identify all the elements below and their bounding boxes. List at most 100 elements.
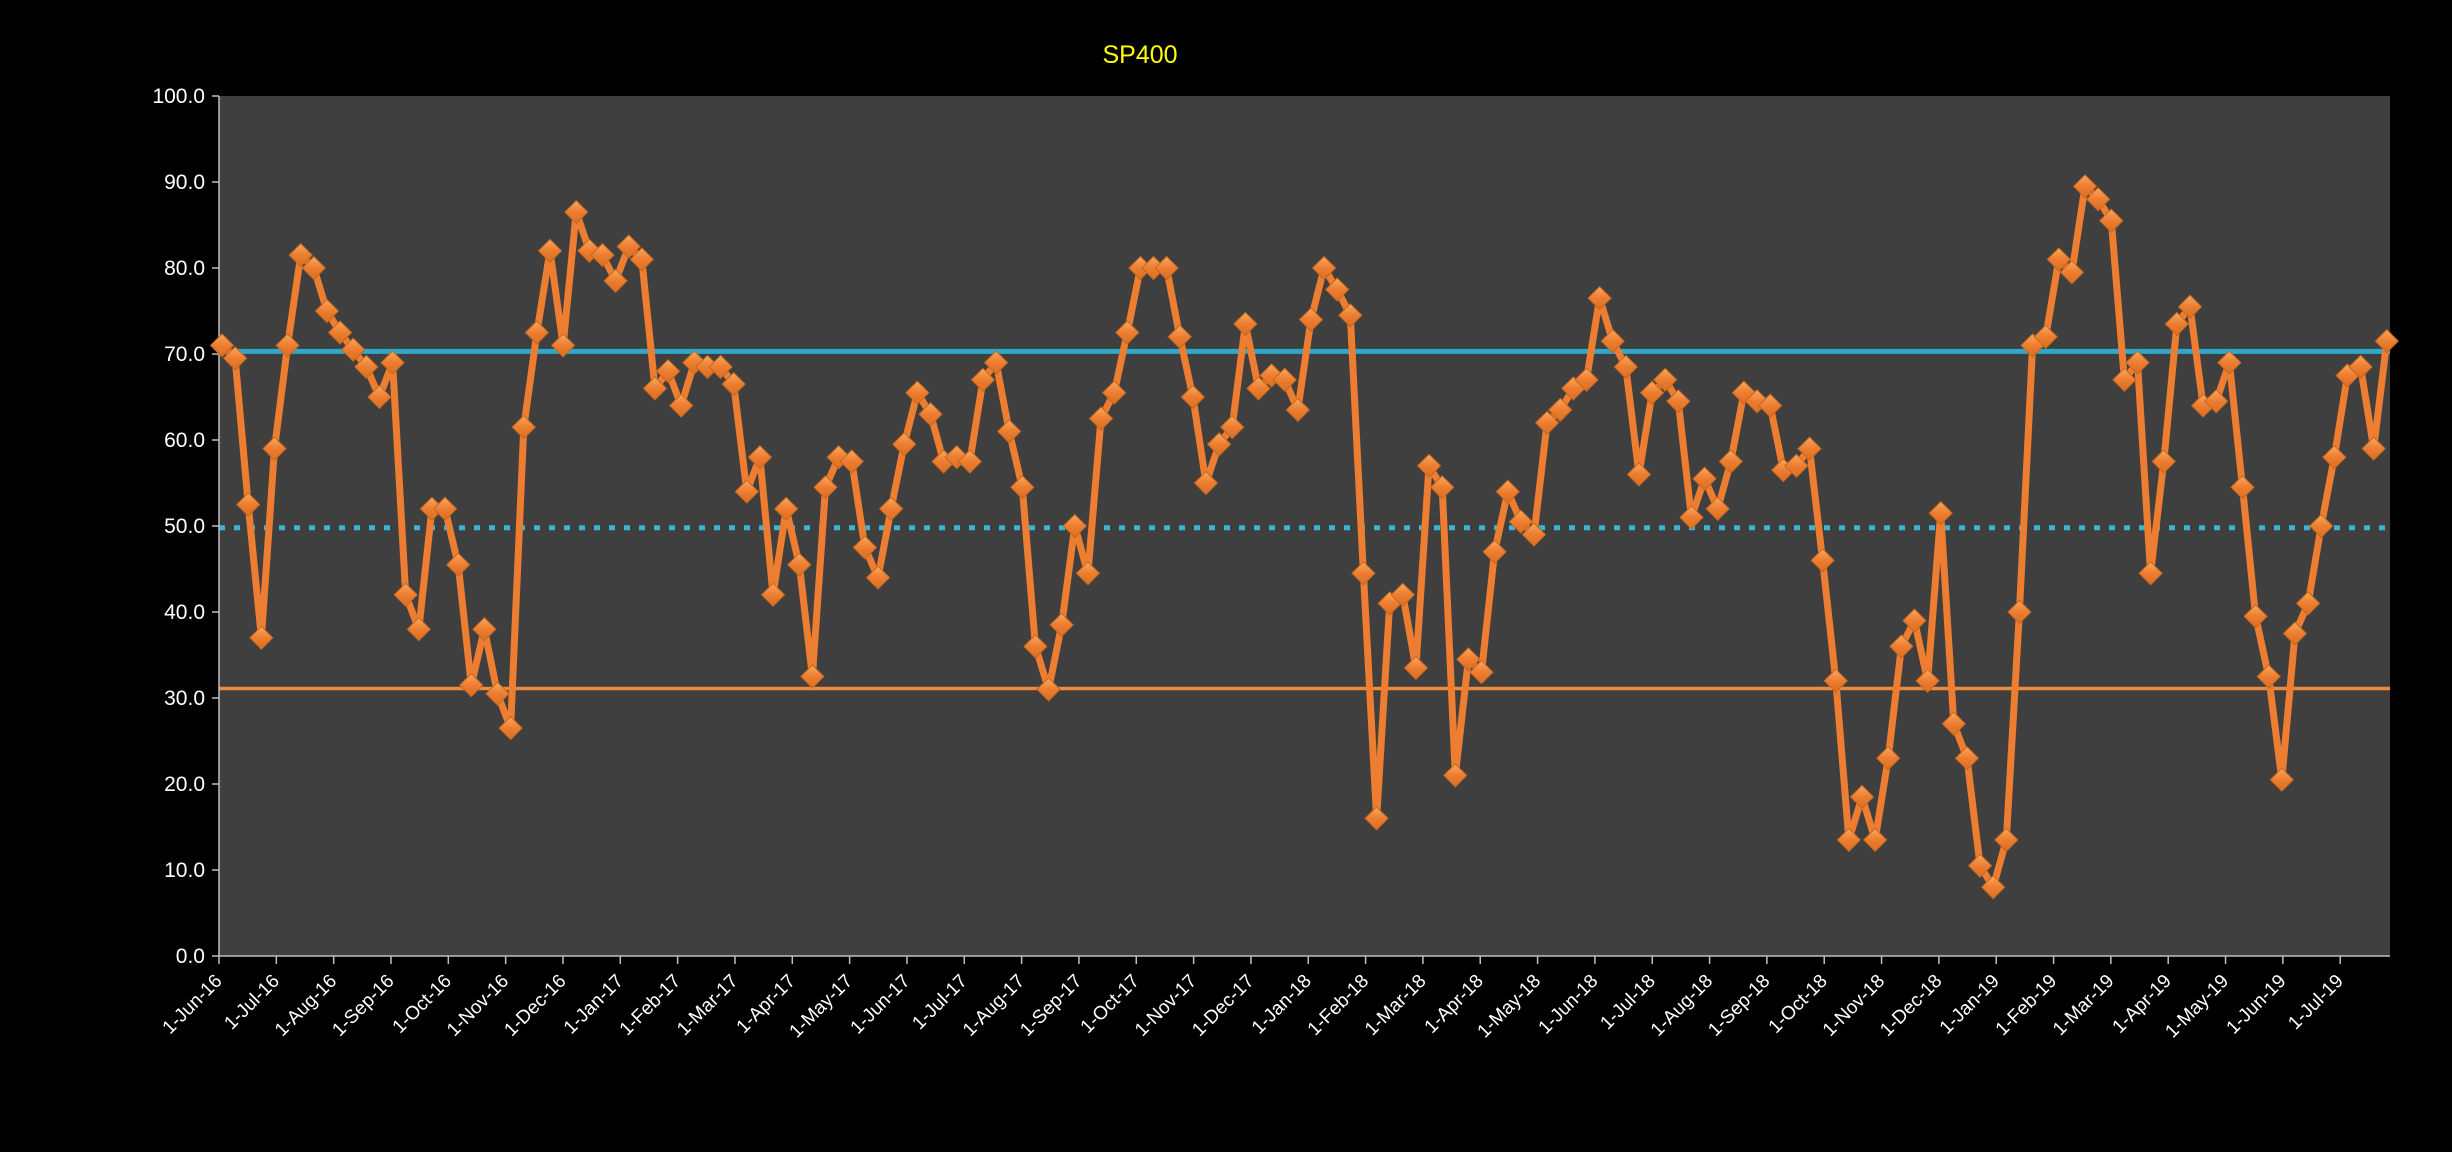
data-point-marker [629,247,655,272]
x-tick-label: 1-Feb-18 [1304,971,1373,1040]
data-point-marker [1652,367,1678,393]
data-point-marker [2308,513,2334,539]
data-point-marker [1994,827,2019,853]
data-point-marker [2217,350,2242,375]
data-point-marker [537,238,563,264]
data-point-marker [800,664,825,689]
data-point-marker [1390,582,1416,608]
data-point-marker [1088,406,1114,431]
data-point-marker [1849,784,1875,810]
x-tick-label: 1-Jun-17 [847,971,915,1039]
data-point-marker [2269,767,2295,792]
x-tick-label: 1-Sep-16 [328,971,398,1041]
data-point-marker [380,350,405,375]
x-tick-label: 1-Mar-17 [673,971,742,1040]
data-point-marker [393,582,418,608]
data-point-marker [1666,389,1691,414]
data-point-marker [1797,436,1822,461]
data-point-marker [550,333,576,358]
data-point-marker [1810,548,1835,573]
data-point-marker [2204,389,2229,414]
data-point-marker [1049,612,1074,638]
data-point-marker [1036,677,1061,702]
data-point-marker [1233,311,1258,337]
data-point-marker [787,552,812,577]
data-point-marker [314,298,340,324]
data-point-marker [905,380,930,405]
y-tick-label: 40.0 [164,601,205,624]
data-point-marker [1206,432,1232,457]
data-point-marker [1980,874,2006,900]
data-point-marker [1075,561,1101,586]
data-point-marker [865,565,891,590]
x-tick-label: 1-Nov-17 [1131,971,1201,1041]
data-point-marker [1324,277,1350,302]
data-point-marker [432,496,458,522]
data-point-marker [1823,668,1848,694]
data-point-marker [1023,634,1048,659]
x-tick-label: 1-Jun-19 [2223,971,2291,1039]
data-point-marker [222,346,248,371]
data-point-marker [1521,522,1547,547]
data-point-marker [1915,668,1940,694]
data-point-marker [760,582,786,608]
data-point-marker [1705,496,1730,522]
y-tick-label: 90.0 [164,171,205,194]
data-point-marker [1298,307,1324,332]
data-point-marker [2125,350,2150,375]
data-point-marker [1101,380,1127,405]
x-tick-label: 1-Dec-17 [1188,971,1258,1041]
data-point-marker [2374,328,2400,354]
data-point-marker [892,432,917,457]
data-point-marker [1154,255,1179,281]
data-point-marker [1928,500,1953,526]
data-point-marker [747,444,773,470]
data-point-marker [209,333,235,358]
data-point-marker [472,616,497,642]
data-point-marker [1718,449,1744,474]
data-point-marker [1613,354,1639,380]
data-point-marker [2099,208,2124,233]
y-tick-label: 100.0 [152,85,205,108]
data-point-marker [655,358,681,384]
x-tick-label: 1-Jun-18 [1535,971,1603,1039]
data-point-marker [918,401,943,427]
data-point-marker [1902,608,1927,633]
data-point-marker [2256,664,2281,689]
data-point-marker [1364,806,1389,831]
data-point-marker [1967,853,1993,878]
data-point-marker [498,715,523,741]
data-point-marker [996,419,1022,444]
data-point-marker [1482,539,1507,565]
data-point-marker [2046,247,2072,272]
x-tick-label: 1-May-19 [2161,971,2233,1043]
data-point-marker [1193,470,1219,496]
data-point-marker [1469,659,1494,685]
data-point-marker [1639,380,1665,405]
data-point-marker [2230,475,2255,500]
data-point-marker [2138,561,2163,586]
data-point-marker [2072,174,2098,199]
data-point-marker [1941,711,1967,737]
data-point-marker [406,616,432,642]
x-tick-label: 1-Aug-17 [959,971,1029,1041]
x-tick-label: 1-May-17 [786,971,858,1043]
data-point-marker [1167,324,1192,350]
data-point-marker [301,255,327,281]
x-axis: 1-Jun-161-Jul-161-Aug-161-Sep-161-Oct-16… [159,955,2390,1043]
data-point-marker [1010,475,1035,500]
data-point-marker [2243,604,2268,629]
data-point-marker [564,199,589,225]
data-point-marker [708,354,733,380]
y-tick-label: 10.0 [164,859,205,882]
x-tick-label: 1-Nov-16 [443,971,513,1041]
data-point-marker [1456,647,1481,672]
data-point-marker [1429,475,1455,500]
data-point-marker [878,496,904,522]
y-tick-label: 50.0 [164,515,205,538]
data-point-marker [1889,634,1914,659]
x-tick-label: 1-Jul-19 [2284,971,2347,1034]
y-tick-label: 60.0 [164,429,205,452]
data-point-marker [2085,186,2111,212]
